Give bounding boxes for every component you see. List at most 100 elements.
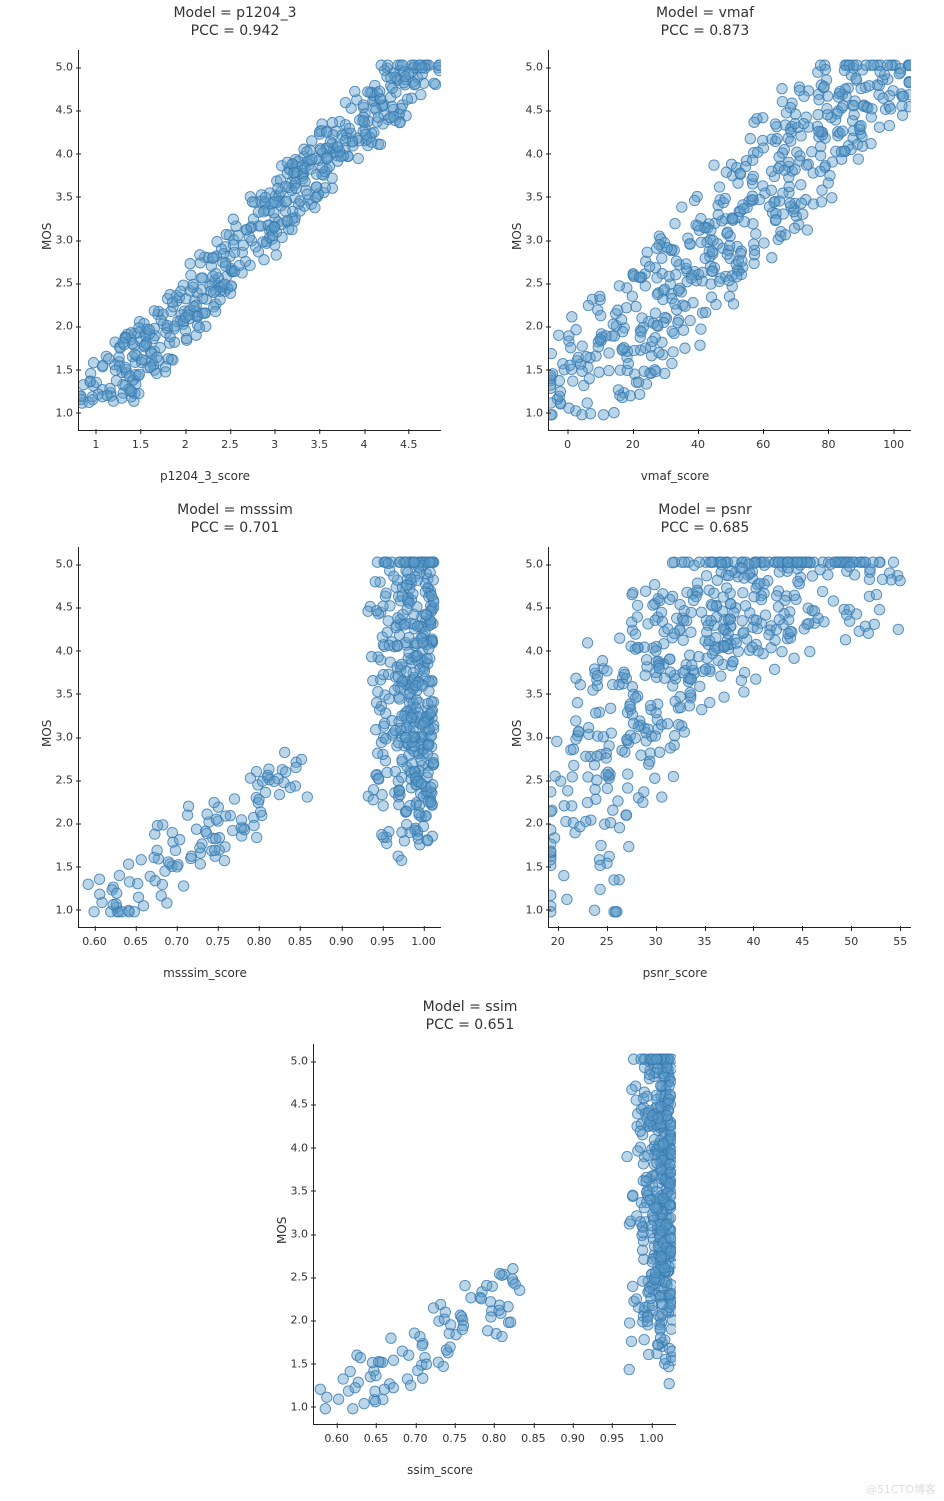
xlabel: psnr_score — [470, 966, 880, 980]
ytick: 2.0 — [278, 1314, 308, 1327]
figure-container: Model = p1204_3PCC = 0.942 1.0 1.5 2.0 2.5 3.… — [0, 0, 944, 1501]
xtick: 1.00 — [411, 935, 436, 948]
ytick: 5.0 — [43, 558, 73, 571]
xtick: 0.95 — [600, 1432, 625, 1445]
ytick: 4.0 — [43, 644, 73, 657]
xtick: 1.00 — [639, 1432, 664, 1445]
title-line1: Model = ssim — [235, 998, 705, 1016]
xlabel: vmaf_score — [470, 469, 880, 483]
title-line1: Model = psnr — [470, 501, 940, 519]
ytick: 2.5 — [513, 774, 543, 787]
xtick: 2 — [182, 438, 189, 451]
ytick: 5.0 — [278, 1055, 308, 1068]
ytick: 4.5 — [513, 104, 543, 117]
xtick: 0.80 — [482, 1432, 507, 1445]
ytick: 2.0 — [513, 817, 543, 830]
panel-title: Model = vmafPCC = 0.873 — [470, 0, 940, 40]
scatter-svg — [79, 547, 441, 927]
panel-ssim: Model = ssimPCC = 0.6511.01.52.02.53.03.… — [235, 994, 705, 1491]
ytick: 1.0 — [278, 1400, 308, 1413]
ytick: 1.0 — [513, 903, 543, 916]
xtick: 40 — [746, 935, 760, 948]
ytick: 4.5 — [513, 601, 543, 614]
xtick: 0.65 — [123, 935, 148, 948]
watermark: @51CTO博客 — [866, 1481, 936, 1497]
xtick: 0.75 — [206, 935, 231, 948]
xtick: 0.90 — [560, 1432, 585, 1445]
ytick: 2.0 — [43, 320, 73, 333]
title-line1: Model = p1204_3 — [0, 4, 470, 22]
panel-grid: Model = p1204_3PCC = 0.942 1.0 1.5 2.0 2.5 3.… — [0, 0, 944, 1491]
title-line2: PCC = 0.942 — [0, 22, 470, 40]
panel-title: Model = psnrPCC = 0.685 — [470, 497, 940, 537]
ytick: 1.5 — [43, 363, 73, 376]
plot-area — [548, 50, 911, 431]
xtick: 0.85 — [288, 935, 313, 948]
ytick: 5.0 — [513, 61, 543, 74]
panel-title: Model = msssimPCC = 0.701 — [0, 497, 470, 537]
ytick: 4.0 — [513, 644, 543, 657]
ytick: 1.5 — [43, 860, 73, 873]
ytick: 2.0 — [43, 817, 73, 830]
ytick: 2.5 — [278, 1271, 308, 1284]
xtick: 0 — [564, 438, 571, 451]
ytick: 1.0 — [43, 406, 73, 419]
ytick: 3.5 — [278, 1184, 308, 1197]
ytick: 4.5 — [43, 601, 73, 614]
ytick: 5.0 — [43, 61, 73, 74]
plot-area — [78, 547, 441, 928]
xtick: 0.70 — [164, 935, 189, 948]
ylabel: MOS — [275, 1217, 289, 1244]
xtick: 1 — [92, 438, 99, 451]
xlabel: msssim_score — [0, 966, 410, 980]
xtick: 35 — [698, 935, 712, 948]
xtick: 50 — [844, 935, 858, 948]
xlabel: ssim_score — [235, 1463, 645, 1477]
ytick: 4.5 — [278, 1098, 308, 1111]
panel-p1204_3: Model = p1204_3PCC = 0.942 1.0 1.5 2.0 2.5 3.… — [0, 0, 470, 497]
xtick: 25 — [600, 935, 614, 948]
xtick: 0.85 — [521, 1432, 546, 1445]
xtick: 4.5 — [400, 438, 418, 451]
plot-area — [78, 50, 441, 431]
ytick: 4.0 — [278, 1141, 308, 1154]
xtick: 20 — [626, 438, 640, 451]
scatter-svg — [314, 1044, 676, 1424]
panel-msssim: Model = msssimPCC = 0.7011.01.52.02.53.0… — [0, 497, 470, 994]
scatter-svg — [549, 547, 911, 927]
plot-area — [548, 547, 911, 928]
xtick: 60 — [756, 438, 770, 451]
xtick: 0.65 — [364, 1432, 389, 1445]
ytick: 1.0 — [513, 406, 543, 419]
ytick: 3.5 — [43, 687, 73, 700]
ytick: 1.5 — [278, 1357, 308, 1370]
title-line2: PCC = 0.873 — [470, 22, 940, 40]
ytick: 2.5 — [513, 277, 543, 290]
ytick: 4.0 — [513, 147, 543, 160]
xtick: 0.75 — [442, 1432, 467, 1445]
ytick: 5.0 — [513, 558, 543, 571]
ytick: 2.5 — [43, 277, 73, 290]
xtick: 0.60 — [324, 1432, 349, 1445]
xtick: 3 — [271, 438, 278, 451]
scatter-svg — [549, 50, 911, 430]
ylabel: MOS — [510, 223, 524, 250]
xtick: 0.95 — [370, 935, 395, 948]
xlabel: p1204_3_score — [0, 469, 410, 483]
xtick: 0.90 — [329, 935, 354, 948]
ytick: 2.5 — [43, 774, 73, 787]
xtick: 1.5 — [132, 438, 150, 451]
xtick: 0.60 — [82, 935, 107, 948]
ytick: 1.5 — [513, 363, 543, 376]
panel-title: Model = p1204_3PCC = 0.942 — [0, 0, 470, 40]
ytick: 2.0 — [513, 320, 543, 333]
xtick: 55 — [893, 935, 907, 948]
xtick: 0.80 — [247, 935, 272, 948]
xtick: 0.70 — [403, 1432, 428, 1445]
title-line2: PCC = 0.685 — [470, 519, 940, 537]
ytick: 3.5 — [513, 190, 543, 203]
ytick: 1.5 — [513, 860, 543, 873]
ytick: 1.0 — [43, 903, 73, 916]
ytick: 3.5 — [43, 190, 73, 203]
xtick: 20 — [551, 935, 565, 948]
